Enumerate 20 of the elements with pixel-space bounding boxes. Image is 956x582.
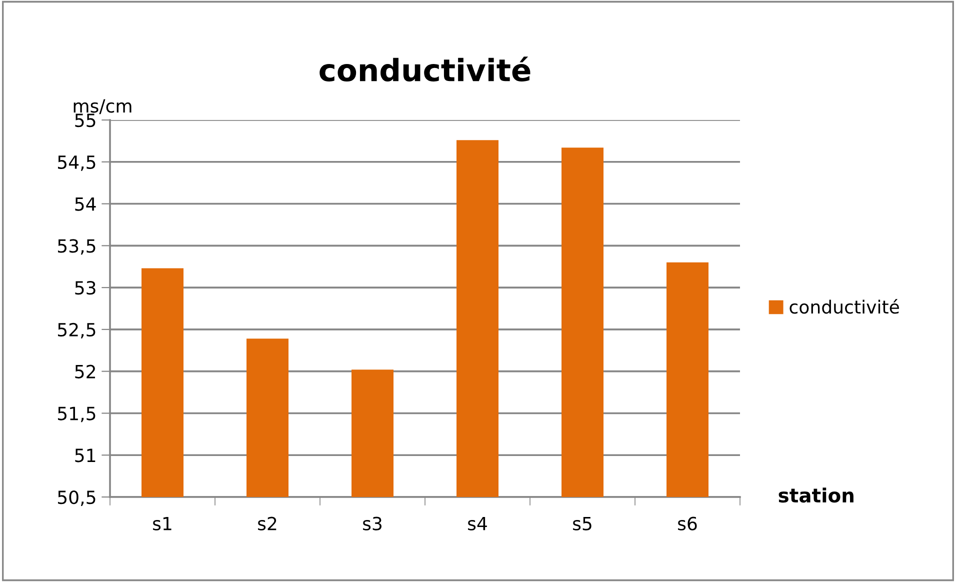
y-tick-label: 53,5	[58, 239, 96, 255]
x-tick-label: s3	[363, 516, 382, 530]
x-tick-label: s5	[573, 517, 592, 530]
y-tick-label: 52	[75, 364, 95, 378]
chart-title: conductivité	[320, 56, 530, 82]
legend-label: conductivité	[790, 299, 899, 314]
x-tick-label: s1	[153, 517, 172, 530]
y-tick-label: 55	[75, 114, 96, 128]
x-axis-title: station	[778, 488, 854, 503]
y-axis-title: ms/cm	[74, 99, 132, 114]
y-tick-label: 52,5	[58, 322, 96, 338]
y-tick-label: 51,5	[58, 406, 96, 422]
x-tick-label: s4	[468, 517, 487, 530]
y-tick-label: 54	[75, 197, 96, 211]
x-tick-label: s2	[258, 516, 276, 530]
y-tick-label: 50,5	[58, 490, 96, 506]
y-tick-label: 54,5	[58, 156, 96, 171]
x-tick-label: s6	[678, 516, 697, 530]
y-tick-label: 51	[75, 448, 96, 462]
y-tick-label: 53	[75, 281, 96, 295]
